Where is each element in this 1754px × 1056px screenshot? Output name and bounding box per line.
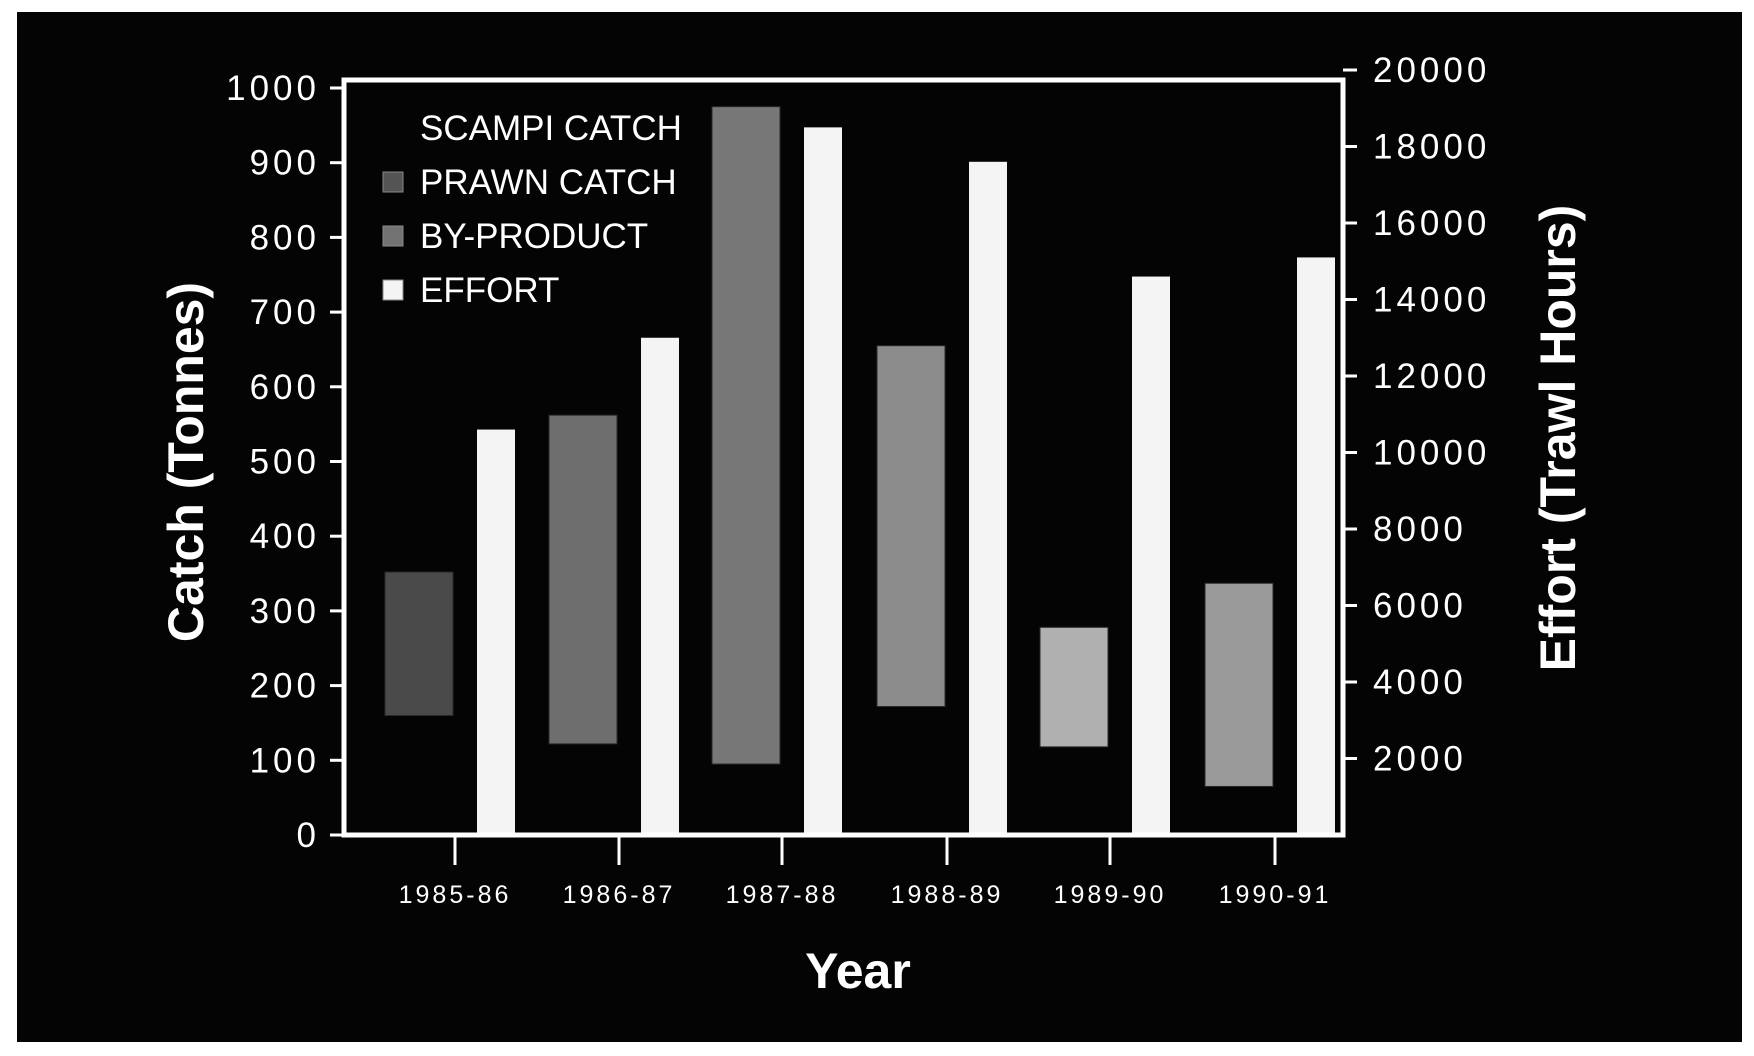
left-tick-label: 700 <box>250 293 320 332</box>
legend-swatch <box>382 279 404 301</box>
left-tick-label: 0 <box>297 816 320 855</box>
right-axis: 2000 4000 6000 8000 10000 12000 14000 16000 1800… <box>1343 51 1490 779</box>
right-tick-label: 8000 <box>1373 510 1467 549</box>
right-tick-label: 2000 <box>1373 740 1467 779</box>
right-tick-label: 16000 <box>1373 204 1490 243</box>
x-tick-label: 1987-88 <box>726 881 839 909</box>
effort-bar <box>477 429 515 835</box>
right-tick-label: 6000 <box>1373 587 1467 626</box>
right-tick-label: 18000 <box>1373 128 1490 167</box>
y-axis-title-left: Catch (Tonnes) <box>158 282 214 642</box>
left-tick-label: 800 <box>250 218 320 257</box>
effort-bar <box>1132 276 1170 835</box>
x-tick-label: 1986-87 <box>563 881 676 909</box>
effort-bar <box>641 337 679 835</box>
legend-label: EFFORT <box>420 271 559 310</box>
left-tick-label: 1000 <box>226 69 320 108</box>
left-tick-label: 400 <box>250 517 320 556</box>
effort-bar <box>969 161 1007 836</box>
y-axis-title-right: Effort (Trawl Hours) <box>1530 205 1586 672</box>
x-tick-label: 1990-91 <box>1219 881 1332 909</box>
legend-swatch <box>382 225 404 247</box>
plot-frame <box>341 77 1346 838</box>
right-tick-label: 12000 <box>1373 357 1490 396</box>
left-tick-label: 300 <box>250 592 320 631</box>
legend-label: BY-PRODUCT <box>420 217 648 256</box>
left-axis: 0 100 200 300 400 500 600 700 800 900 1000 <box>226 69 344 855</box>
left-tick-label: 500 <box>250 443 320 482</box>
legend-swatch <box>382 171 404 193</box>
x-axis-title: Year <box>805 943 911 999</box>
catch-bar <box>384 571 454 716</box>
right-tick-label: 4000 <box>1373 663 1467 702</box>
catch-bar <box>548 414 618 745</box>
catch-bar <box>1039 626 1109 748</box>
x-tick-label: 1989-90 <box>1054 881 1167 909</box>
x-axis: 1985-86 1986-87 1987-88 1988-89 1989-90 1990-… <box>399 835 1332 909</box>
left-tick-label: 600 <box>250 368 320 407</box>
catch-bar <box>711 106 781 765</box>
left-tick-label: 900 <box>250 144 320 183</box>
catch-bar <box>1204 582 1274 787</box>
legend-label: SCAMPI CATCH <box>420 109 682 148</box>
catch-bar <box>876 345 946 708</box>
effort-bar <box>804 127 842 835</box>
bars-layer <box>344 106 1343 837</box>
legend: SCAMPI CATCH PRAWN CATCH BY-PRODUCT EFFORT <box>382 109 682 310</box>
right-tick-label: 10000 <box>1373 434 1490 473</box>
effort-bar <box>1297 257 1335 835</box>
x-tick-label: 1988-89 <box>891 881 1004 909</box>
right-tick-label: 20000 <box>1373 51 1490 90</box>
left-tick-label: 100 <box>250 741 320 780</box>
right-tick-label: 14000 <box>1373 281 1490 320</box>
left-tick-label: 200 <box>250 667 320 706</box>
legend-label: PRAWN CATCH <box>420 163 677 202</box>
x-tick-label: 1985-86 <box>399 881 512 909</box>
